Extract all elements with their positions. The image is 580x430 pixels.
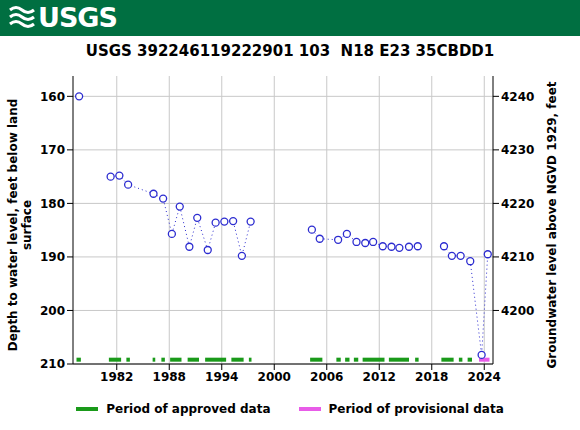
svg-text:4240: 4240 bbox=[501, 90, 534, 104]
html-text:USGS 392246119222901 103 N18 E: USGS 392246119222901 103 N18 E23 35CBDD1 bbox=[85, 42, 495, 60]
svg-text:Groundwater level above NGVD 1: Groundwater level above NGVD 1929, feet bbox=[545, 81, 559, 368]
svg-text:4230: 4230 bbox=[501, 143, 534, 157]
svg-text:1994: 1994 bbox=[205, 370, 238, 384]
svg-text:190: 190 bbox=[40, 250, 65, 264]
svg-text:160: 160 bbox=[40, 90, 65, 104]
svg-text:2012: 2012 bbox=[363, 370, 396, 384]
svg-text:4210: 4210 bbox=[501, 250, 534, 264]
svg-text:210: 210 bbox=[40, 357, 65, 371]
svg-text:180: 180 bbox=[40, 197, 65, 211]
html-text:Period of approved data: Period of approved data bbox=[106, 402, 271, 416]
html-text:USGS: USGS bbox=[38, 2, 117, 33]
svg-text:200: 200 bbox=[40, 304, 65, 318]
svg-text:2018: 2018 bbox=[415, 370, 448, 384]
svg-text:2000: 2000 bbox=[258, 370, 291, 384]
svg-text:Depth to water level, feet bel: Depth to water level, feet below land bbox=[8, 99, 20, 352]
svg-text:4220: 4220 bbox=[501, 197, 534, 211]
svg-text:surface: surface bbox=[20, 200, 34, 250]
svg-text:170: 170 bbox=[40, 143, 65, 157]
svg-text:4200: 4200 bbox=[501, 304, 534, 318]
svg-text:1982: 1982 bbox=[100, 370, 133, 384]
svg-text:2024: 2024 bbox=[468, 370, 501, 384]
html-text:Period of provisional data: Period of provisional data bbox=[328, 402, 504, 416]
svg-text:2006: 2006 bbox=[310, 370, 343, 384]
svg-text:1988: 1988 bbox=[153, 370, 186, 384]
